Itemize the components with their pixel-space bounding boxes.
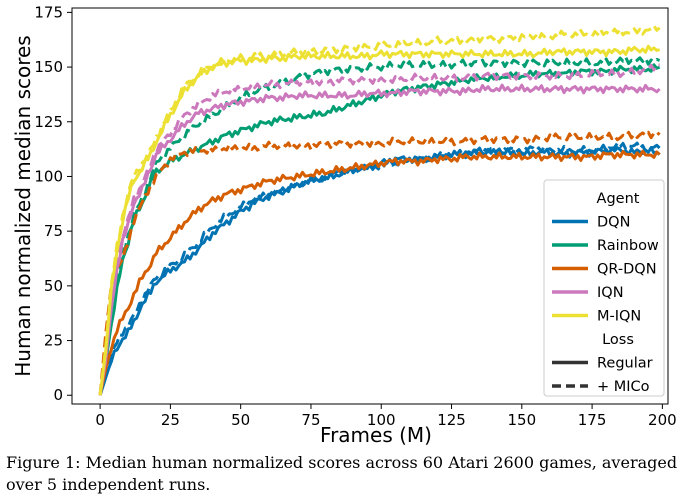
- y-tick-label: 50: [44, 277, 63, 295]
- legend-box: [543, 179, 665, 397]
- legend-loss-mico-label: + MICo: [597, 379, 650, 395]
- x-tick-label: 200: [648, 411, 677, 429]
- series-line-rainbow-mico: [98, 55, 661, 396]
- figure-caption: Figure 1: Median human normalized scores…: [6, 453, 678, 494]
- y-tick-label: 0: [53, 386, 63, 404]
- x-tick-label: 100: [367, 411, 396, 429]
- legend-agent-m-iqn-label: M-IQN: [597, 309, 641, 325]
- legend: Agent DQN Rainbow QR-DQN IQN M-IQN Loss Regular…: [543, 179, 665, 397]
- series-line-qr-dqn-mico: [98, 130, 661, 396]
- x-tick-label: 50: [231, 411, 250, 429]
- series-line-iqn-mico: [98, 63, 660, 396]
- series-line-m-iqn-mico: [98, 24, 661, 396]
- plot-frame: [71, 7, 669, 405]
- x-tick-label: 150: [507, 411, 536, 429]
- legend-agent-qr-dqn-label: QR-DQN: [597, 262, 657, 278]
- y-tick-label: 150: [34, 58, 63, 76]
- legend-loss-regular-label: Regular: [597, 356, 653, 372]
- x-tick-label: 0: [95, 411, 105, 429]
- legend-agent-iqn-label: IQN: [597, 285, 624, 301]
- series-line-iqn-regular: [98, 83, 661, 396]
- x-axis: 0 25 50 75 100 125 150 175 200: [95, 404, 677, 429]
- line-chart: 0 25 50 75 100 125 150 175 200 0 25 50 75 100 125 150 1…: [11, 3, 677, 447]
- series-line-qr-dqn-regular: [98, 149, 661, 396]
- series-line-dqn-mico: [98, 141, 661, 396]
- y-tick-label: 175: [34, 3, 63, 21]
- legend-agent-title: Agent: [597, 191, 640, 207]
- x-tick-label: 75: [301, 411, 320, 429]
- legend-agent-rainbow-label: Rainbow: [597, 238, 659, 254]
- y-tick-label: 75: [44, 222, 63, 240]
- legend-loss-title: Loss: [602, 332, 634, 348]
- y-axis-label: Human normalized median scores: [11, 35, 35, 376]
- y-tick-label: 100: [34, 167, 63, 185]
- y-tick-label: 125: [34, 113, 63, 131]
- x-axis-label: Frames (M): [320, 423, 432, 447]
- series-line-m-iqn-regular: [98, 44, 661, 396]
- series-layer: [98, 24, 661, 396]
- x-tick-label: 25: [161, 411, 180, 429]
- x-tick-label: 125: [437, 411, 466, 429]
- x-tick-label: 175: [578, 411, 607, 429]
- y-tick-label: 25: [44, 332, 63, 350]
- y-axis: 0 25 50 75 100 125 150 175: [34, 3, 72, 404]
- legend-agent-dqn-label: DQN: [597, 215, 630, 231]
